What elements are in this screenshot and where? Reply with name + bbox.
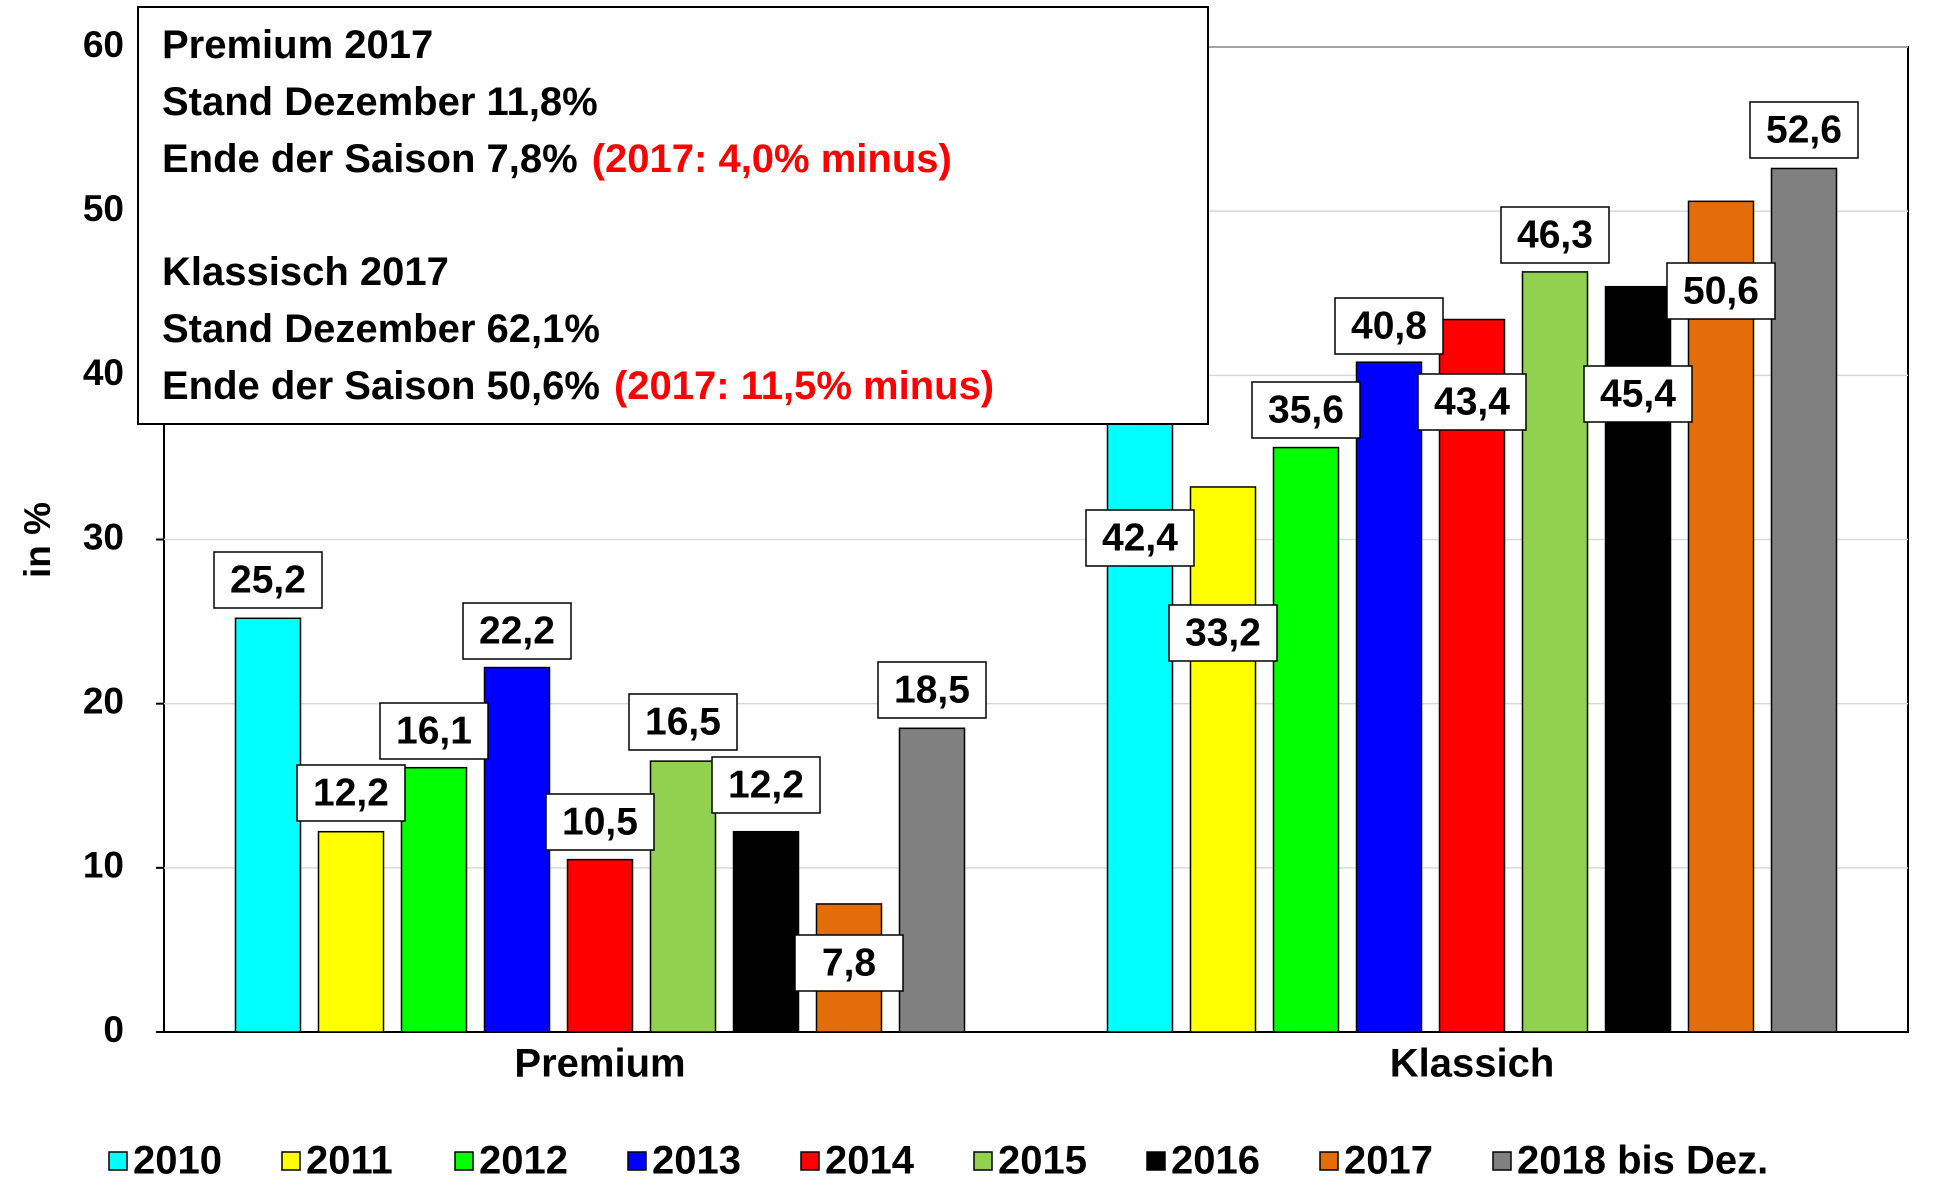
y-tick-label: 40 xyxy=(83,352,124,393)
bar xyxy=(732,830,800,1033)
x-tick-label: Premium xyxy=(514,1042,685,1086)
value-label-box xyxy=(1500,206,1610,264)
legend-swatch xyxy=(281,1151,301,1171)
value-label: 46,3 xyxy=(1517,213,1593,256)
bar xyxy=(400,766,468,1033)
bar xyxy=(898,727,966,1033)
bar xyxy=(1272,446,1340,1033)
legend-swatch xyxy=(973,1151,993,1171)
annotation-note: (2017: 4,0% minus) xyxy=(592,137,952,181)
annotation-line: Premium 2017 xyxy=(162,23,433,67)
value-label-box xyxy=(545,793,655,851)
value-label-box xyxy=(1334,297,1444,355)
value-label: 7,8 xyxy=(822,941,876,984)
value-label-box xyxy=(296,764,406,822)
legend-swatch xyxy=(1492,1151,1512,1171)
value-label-box xyxy=(213,551,323,609)
value-label: 40,8 xyxy=(1351,304,1427,347)
value-label-box xyxy=(1666,262,1776,320)
annotation-text: Klassisch 2017 xyxy=(162,250,449,294)
y-axis-label: in % xyxy=(17,502,58,578)
value-label: 12,2 xyxy=(728,763,804,806)
legend-swatch xyxy=(454,1151,474,1171)
bar xyxy=(1438,318,1506,1033)
annotation-text: Premium 2017 xyxy=(162,23,433,67)
annotation-text: Ende der Saison 7,8% xyxy=(162,137,578,181)
legend-label: 2015 xyxy=(998,1139,1087,1183)
legend-swatch xyxy=(108,1151,128,1171)
y-tick-label: 20 xyxy=(83,680,124,721)
value-label-box xyxy=(1583,365,1693,423)
legend-label: 2010 xyxy=(133,1139,222,1183)
value-label-box xyxy=(1085,509,1195,567)
annotation-text: Ende der Saison 50,6% xyxy=(162,364,600,408)
legend-swatch xyxy=(800,1151,820,1171)
bar xyxy=(649,760,717,1033)
y-tick-label: 10 xyxy=(83,845,124,886)
annotation-line: Ende der Saison 7,8% (2017: 4,0% minus) xyxy=(162,137,952,181)
bar xyxy=(483,666,551,1033)
value-label-box xyxy=(1251,381,1361,439)
value-label-box xyxy=(711,756,821,814)
y-tick-label: 60 xyxy=(83,24,124,65)
legend-label: 2016 xyxy=(1171,1139,1260,1183)
y-tick-label: 0 xyxy=(103,1009,124,1050)
value-label: 22,2 xyxy=(479,609,555,652)
value-label-box xyxy=(794,934,904,992)
value-label: 43,4 xyxy=(1434,380,1510,423)
bar xyxy=(234,617,302,1033)
bar xyxy=(1521,271,1589,1033)
annotation-line: Stand Dezember 11,8% xyxy=(162,80,598,124)
value-label: 45,4 xyxy=(1600,372,1676,415)
annotation-text: Stand Dezember 62,1% xyxy=(162,307,600,351)
value-label: 33,2 xyxy=(1185,611,1261,654)
legend-swatch xyxy=(1319,1151,1339,1171)
bar xyxy=(1770,167,1838,1033)
annotation-line: Ende der Saison 50,6% (2017: 11,5% minus) xyxy=(162,364,994,408)
y-tick-label: 30 xyxy=(83,516,124,557)
y-tick-label: 50 xyxy=(83,188,124,229)
value-label: 25,2 xyxy=(230,558,306,601)
bar xyxy=(1355,361,1423,1033)
legend-swatch xyxy=(1146,1151,1166,1171)
value-label-box xyxy=(1749,101,1859,159)
legend-label: 2013 xyxy=(652,1139,741,1183)
value-label: 16,5 xyxy=(645,700,721,743)
value-label: 12,2 xyxy=(313,771,389,814)
bar xyxy=(566,858,634,1033)
x-tick-label: Klassich xyxy=(1390,1042,1555,1086)
legend-label: 2014 xyxy=(825,1139,915,1183)
legend-label: 2018 bis Dez. xyxy=(1517,1139,1768,1183)
value-label-box xyxy=(1168,604,1278,662)
legend-label: 2011 xyxy=(306,1139,393,1183)
value-label: 18,5 xyxy=(894,668,970,711)
value-label-box xyxy=(877,661,987,719)
legend-label: 2017 xyxy=(1344,1139,1433,1183)
annotation-box xyxy=(137,6,1209,425)
bar xyxy=(1106,335,1174,1033)
value-label: 52,6 xyxy=(1766,108,1842,151)
annotation-line: Klassisch 2017 xyxy=(162,250,449,294)
value-label-box xyxy=(1417,373,1527,431)
value-label-box xyxy=(628,693,738,751)
bar xyxy=(1687,200,1755,1033)
bar xyxy=(317,830,385,1033)
value-label: 35,6 xyxy=(1268,388,1344,431)
value-label: 50,6 xyxy=(1683,269,1759,312)
value-label: 10,5 xyxy=(562,800,638,843)
value-label: 16,1 xyxy=(396,709,472,752)
bar xyxy=(1189,486,1257,1033)
value-label-box xyxy=(379,702,489,760)
annotation-line: Stand Dezember 62,1% xyxy=(162,307,600,351)
value-label: 42,4 xyxy=(1102,516,1178,559)
annotation-note: (2017: 11,5% minus) xyxy=(614,364,994,408)
legend-label: 2012 xyxy=(479,1139,568,1183)
annotation-text: Stand Dezember 11,8% xyxy=(162,80,598,124)
legend-swatch xyxy=(627,1151,647,1171)
value-label-box xyxy=(462,602,572,660)
